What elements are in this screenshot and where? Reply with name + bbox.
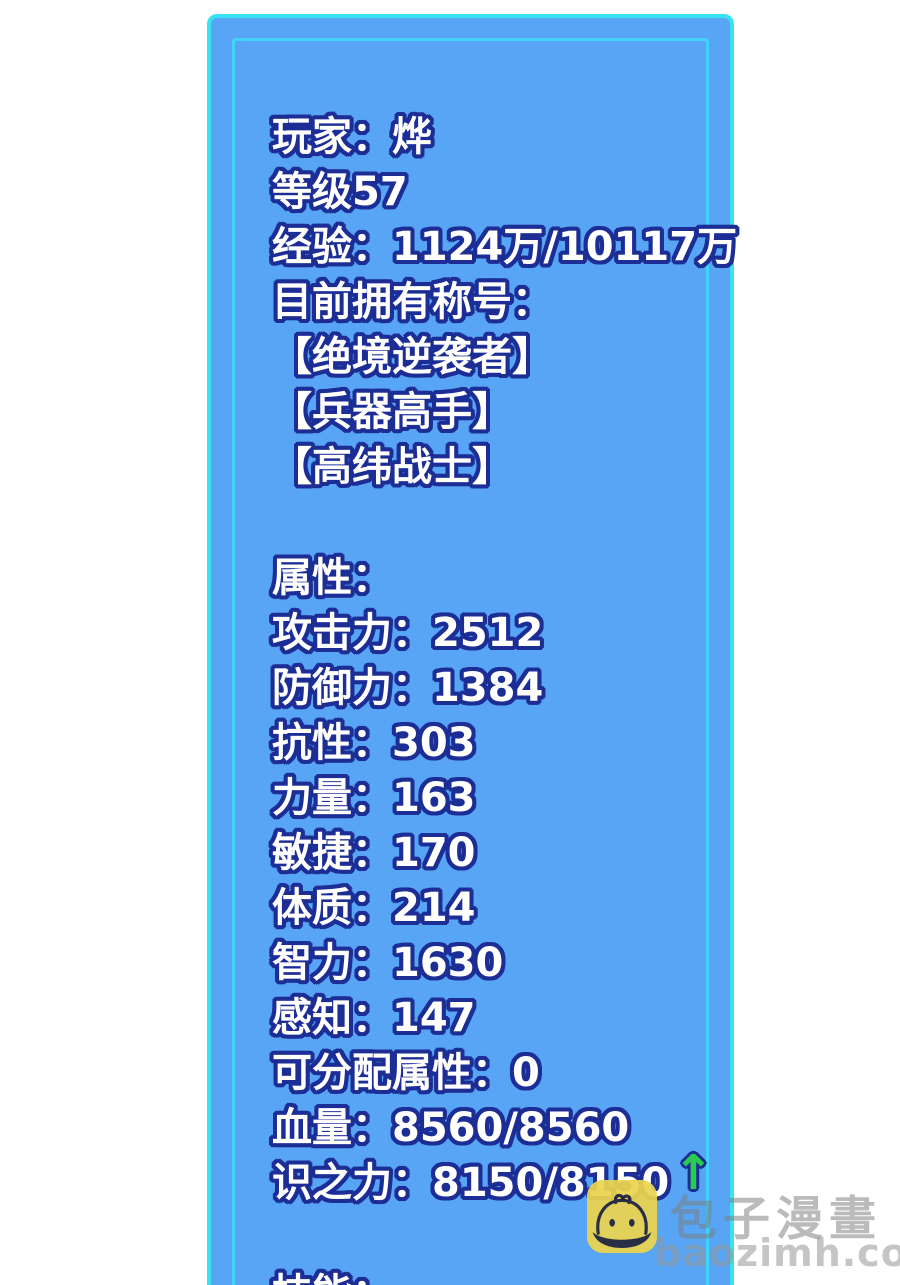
baozi-logo-icon (587, 1180, 657, 1253)
level-line: 等级57 (272, 168, 408, 215)
skills-header: 技能： (272, 1262, 392, 1285)
attribute-line-defense: 防御力：1384 (272, 664, 544, 711)
attributes-header: 属性： (272, 554, 392, 601)
attribute-line-unassigned-points: 可分配属性：0 (272, 1049, 540, 1096)
attribute-line-perception: 感知：147 (272, 994, 476, 1041)
watermark-brand-text: 包子漫畫 (670, 1192, 882, 1247)
titles-header: 目前拥有称号： (272, 278, 552, 325)
title-item: 【兵器高手】 (272, 388, 512, 435)
attribute-line-constitution: 体质：214 (272, 884, 476, 931)
attribute-line-attack: 攻击力：2512 (272, 609, 544, 656)
up-arrow-icon: ↑ (673, 1144, 714, 1201)
player-info-block: 玩家：烨 等级57 经验：1124万/10117万 目前拥有称号： 【绝境逆袭者… (272, 105, 737, 490)
attribute-line-resistance: 抗性：303 (272, 719, 476, 766)
attribute-line-hp: 血量：8560/8560 (272, 1104, 630, 1151)
experience-line: 经验：1124万/10117万 (272, 223, 738, 270)
attribute-line-agility: 敏捷：170 (272, 829, 476, 876)
attributes-block: 属性： 攻击力：2512 防御力：1384 抗性：303 力量：163 敏捷：1… (272, 546, 713, 1206)
title-item: 【绝境逆袭者】 (272, 333, 552, 380)
player-name-line: 玩家：烨 (272, 113, 432, 160)
attribute-line-intelligence: 智力：1630 (272, 939, 504, 986)
attribute-line-strength: 力量：163 (272, 774, 476, 821)
skills-block: 技能： (272, 1262, 392, 1285)
watermark-domain-text: baozimh.com (654, 1231, 900, 1275)
title-item: 【高纬战士】 (272, 443, 512, 490)
